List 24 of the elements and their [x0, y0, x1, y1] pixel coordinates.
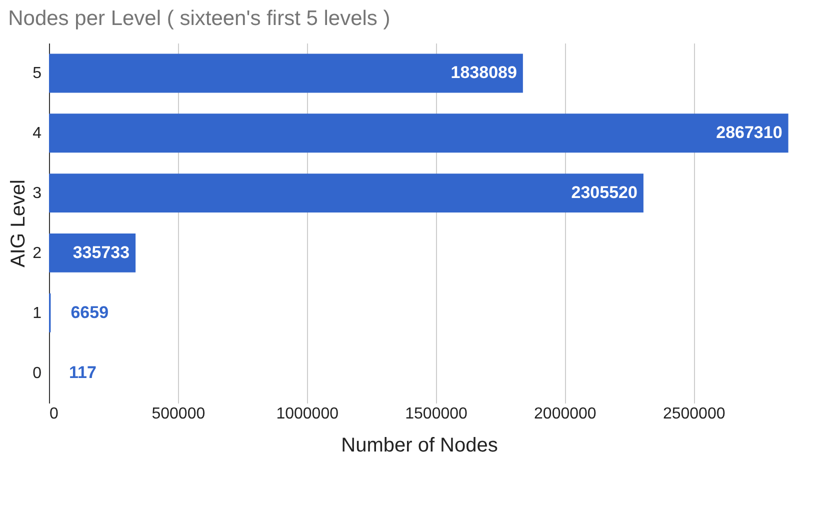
y-tick-label: 5 — [32, 65, 42, 82]
x-tick-label: 2500000 — [662, 406, 726, 422]
x-tick-label: 1500000 — [405, 406, 468, 422]
x-tick-label: 2000000 — [534, 406, 596, 422]
y-tick-label: 1 — [32, 304, 42, 322]
bar — [49, 114, 788, 153]
y-tick-label: 4 — [32, 125, 42, 142]
bar — [49, 54, 523, 93]
data-label: 6659 — [70, 302, 109, 322]
x-tick-label: 1000000 — [276, 406, 339, 422]
y-tick-label: 3 — [32, 185, 42, 202]
data-label: 1838089 — [450, 63, 517, 82]
x-tick-label: 0 — [50, 406, 58, 422]
data-label: 2305520 — [571, 183, 638, 202]
data-label: 2867310 — [716, 123, 782, 142]
x-tick-label: 500000 — [152, 406, 206, 422]
data-label: 117 — [69, 362, 96, 382]
y-tick-label: 0 — [32, 364, 42, 382]
chart-title: Nodes per Level ( sixteen's first 5 levels ) — [8, 7, 390, 30]
data-label: 335733 — [72, 242, 130, 262]
bar — [49, 174, 644, 213]
y-tick-label: 2 — [32, 244, 42, 262]
x-axis-title: Number of Nodes — [341, 434, 498, 456]
y-axis-title: AIG Level — [8, 180, 30, 268]
